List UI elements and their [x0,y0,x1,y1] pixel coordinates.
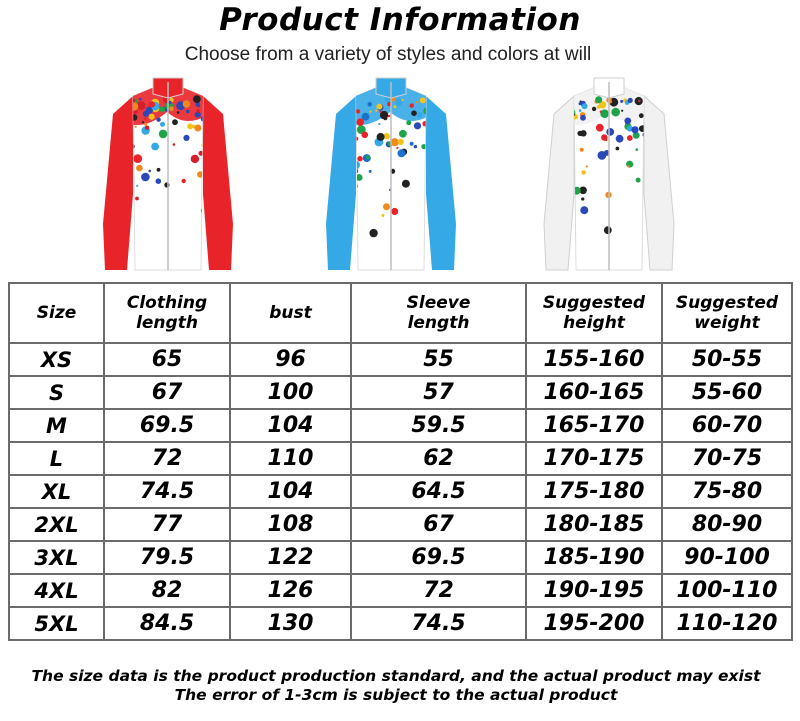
size-cell: 3XL [8,540,105,575]
table-header-row: Size Clothing length bust Sleeve length Sugges… [8,282,793,344]
bust-cell: 126 [229,573,352,608]
suggested-height-cell: 160-165 [525,375,663,410]
suggested-weight-cell: 60-70 [661,408,793,443]
size-cell: 2XL [8,507,105,542]
sleeve-length-cell: 72 [350,573,527,608]
header-suggested-height: Suggested height [525,282,663,344]
bust-cell: 96 [229,342,352,377]
sleeve-length-cell: 67 [350,507,527,542]
table-row: 2XL 77 108 67 180-185 80-90 [8,507,793,542]
suggested-weight-cell: 50-55 [661,342,793,377]
sleeve-length-cell: 64.5 [350,474,527,509]
header-suggested-height-line: Suggested [542,293,646,313]
header-sleeve-length: Sleeve length [350,282,527,344]
table-row: 5XL 84.5 130 74.5 195-200 110-120 [8,606,793,641]
table-row: XS 65 96 55 155-160 50-55 [8,342,793,377]
header-clothing-length-line: Clothing [126,293,208,313]
table-row: XL 74.5 104 64.5 175-180 75-80 [8,474,793,509]
clothing-length-cell: 67 [103,375,231,410]
suggested-height-cell: 165-170 [525,408,663,443]
header-clothing-length-line: length [136,313,198,333]
header-suggested-weight-line: weight [694,313,760,333]
size-chart-table: Size Clothing length bust Sleeve length Sugges… [8,282,793,641]
clothing-length-cell: 69.5 [103,408,231,443]
header-sleeve-length-line: length [407,313,470,333]
clothing-length-cell: 77 [103,507,231,542]
clothing-length-cell: 74.5 [103,474,231,509]
size-cell: XS [8,342,105,377]
table-row: M 69.5 104 59.5 165-170 60-70 [8,408,793,443]
jacket-image-red [97,74,239,274]
suggested-weight-cell: 55-60 [661,375,793,410]
jacket-image-white [538,74,680,274]
size-cell: 5XL [8,606,105,641]
suggested-weight-cell: 90-100 [661,540,793,575]
suggested-weight-cell: 100-110 [661,573,793,608]
sleeve-length-cell: 57 [350,375,527,410]
table-row: L 72 110 62 170-175 70-75 [8,441,793,476]
sleeve-length-cell: 59.5 [350,408,527,443]
suggested-height-cell: 190-195 [525,573,663,608]
suggested-height-cell: 155-160 [525,342,663,377]
sleeve-length-cell: 62 [350,441,527,476]
bust-cell: 122 [229,540,352,575]
suggested-height-cell: 175-180 [525,474,663,509]
clothing-length-cell: 65 [103,342,231,377]
bust-cell: 108 [229,507,352,542]
header-clothing-length: Clothing length [103,282,231,344]
footer-note-line-2: The error of 1-3cm is subject to the act… [174,686,618,704]
page-subtitle: Choose from a variety of styles and colo… [184,44,592,65]
jacket-image-blue [320,74,462,274]
bust-cell: 110 [229,441,352,476]
suggested-weight-cell: 75-80 [661,474,793,509]
bust-cell: 130 [229,606,352,641]
size-cell: XL [8,474,105,509]
suggested-height-cell: 185-190 [525,540,663,575]
header-sleeve-length-line: Sleeve [406,293,471,313]
page-title: Product Information [219,2,581,38]
clothing-length-cell: 82 [103,573,231,608]
header-size: Size [8,282,105,344]
bust-cell: 100 [229,375,352,410]
header-suggested-weight: Suggested weight [661,282,793,344]
table-row: 3XL 79.5 122 69.5 185-190 90-100 [8,540,793,575]
size-cell: 4XL [8,573,105,608]
suggested-height-cell: 195-200 [525,606,663,641]
suggested-weight-cell: 110-120 [661,606,793,641]
suggested-weight-cell: 80-90 [661,507,793,542]
size-cell: L [8,441,105,476]
size-cell: M [8,408,105,443]
header-bust: bust [229,282,352,344]
clothing-length-cell: 79.5 [103,540,231,575]
header-size-line: Size [36,303,77,323]
table-row: 4XL 82 126 72 190-195 100-110 [8,573,793,608]
sleeve-length-cell: 74.5 [350,606,527,641]
footer-note-line-1: The size data is the product production … [31,667,761,685]
sleeve-length-cell: 55 [350,342,527,377]
clothing-length-cell: 72 [103,441,231,476]
bust-cell: 104 [229,408,352,443]
clothing-length-cell: 84.5 [103,606,231,641]
suggested-height-cell: 180-185 [525,507,663,542]
sleeve-length-cell: 69.5 [350,540,527,575]
size-cell: S [8,375,105,410]
header-suggested-weight-line: Suggested [675,293,779,313]
header-suggested-height-line: height [563,313,625,333]
table-row: S 67 100 57 160-165 55-60 [8,375,793,410]
bust-cell: 104 [229,474,352,509]
suggested-height-cell: 170-175 [525,441,663,476]
suggested-weight-cell: 70-75 [661,441,793,476]
header-bust-line: bust [269,303,312,323]
